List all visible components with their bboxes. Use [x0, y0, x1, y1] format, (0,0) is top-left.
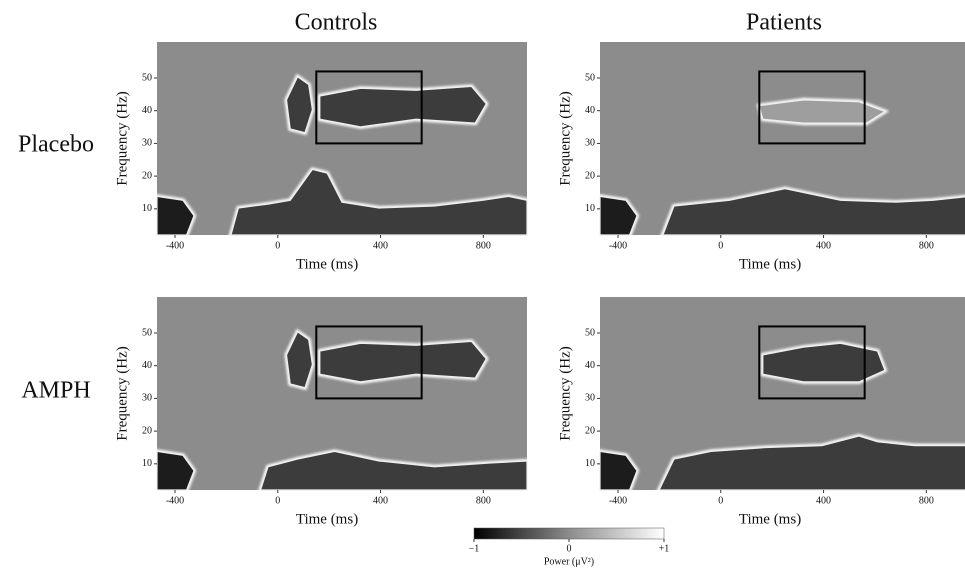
x-tick-label: 800 — [919, 495, 934, 506]
colorbar-label: Power (μV²) — [544, 556, 594, 567]
row-label: AMPH — [21, 378, 90, 404]
x-tick-label: -400 — [166, 495, 184, 506]
x-tick-label: 400 — [373, 240, 388, 251]
y-axis-label: Frequency (Hz) — [557, 91, 573, 186]
x-axis-label: Time (ms) — [296, 256, 358, 272]
y-tick-label: 30 — [142, 138, 152, 149]
colorbar-tick-label: −1 — [469, 543, 480, 554]
y-axis-label: Frequency (Hz) — [114, 346, 130, 441]
x-tick-label: 400 — [816, 495, 831, 506]
y-tick-label: 50 — [142, 327, 152, 338]
y-tick-label: 20 — [585, 170, 595, 181]
x-tick-label: 800 — [476, 240, 491, 251]
y-tick-label: 30 — [585, 138, 595, 149]
row-label: Placebo — [18, 132, 94, 158]
x-tick-label: 400 — [816, 240, 831, 251]
x-axis-label: Time (ms) — [739, 256, 801, 272]
colorbar — [474, 528, 664, 539]
blob — [320, 341, 487, 382]
y-tick-label: 50 — [585, 72, 595, 83]
y-tick-label: 40 — [585, 360, 595, 371]
y-tick-label: 30 — [142, 393, 152, 404]
y-tick-label: 20 — [142, 425, 152, 436]
y-tick-label: 10 — [585, 203, 595, 214]
column-title: Patients — [746, 10, 822, 36]
x-tick-label: 800 — [919, 240, 934, 251]
x-tick-label: 0 — [275, 495, 280, 506]
x-axis-label: Time (ms) — [739, 511, 801, 527]
y-tick-label: 20 — [142, 170, 152, 181]
x-tick-label: -400 — [166, 240, 184, 251]
blob — [320, 86, 487, 127]
column-title: Controls — [295, 10, 378, 36]
x-tick-label: 800 — [476, 495, 491, 506]
y-tick-label: 40 — [142, 105, 152, 116]
y-tick-label: 10 — [142, 203, 152, 214]
x-tick-label: 0 — [718, 240, 723, 251]
x-axis-label: Time (ms) — [296, 511, 358, 527]
x-tick-label: 0 — [275, 240, 280, 251]
y-tick-label: 30 — [585, 393, 595, 404]
y-tick-label: 10 — [142, 458, 152, 469]
colorbar-tick-label: +1 — [659, 543, 670, 554]
y-tick-label: 10 — [585, 458, 595, 469]
y-axis-label: Frequency (Hz) — [557, 346, 573, 441]
y-tick-label: 50 — [585, 327, 595, 338]
x-tick-label: -400 — [609, 495, 627, 506]
y-tick-label: 40 — [585, 105, 595, 116]
figure: Controls Patients Placebo AMPH -40004008… — [0, 0, 965, 573]
colorbar-tick-label: 0 — [567, 543, 572, 554]
y-tick-label: 40 — [142, 360, 152, 371]
x-tick-label: 400 — [373, 495, 388, 506]
y-tick-label: 20 — [585, 425, 595, 436]
y-axis-label: Frequency (Hz) — [114, 91, 130, 186]
y-tick-label: 50 — [142, 72, 152, 83]
x-tick-label: -400 — [609, 240, 627, 251]
x-tick-label: 0 — [718, 495, 723, 506]
